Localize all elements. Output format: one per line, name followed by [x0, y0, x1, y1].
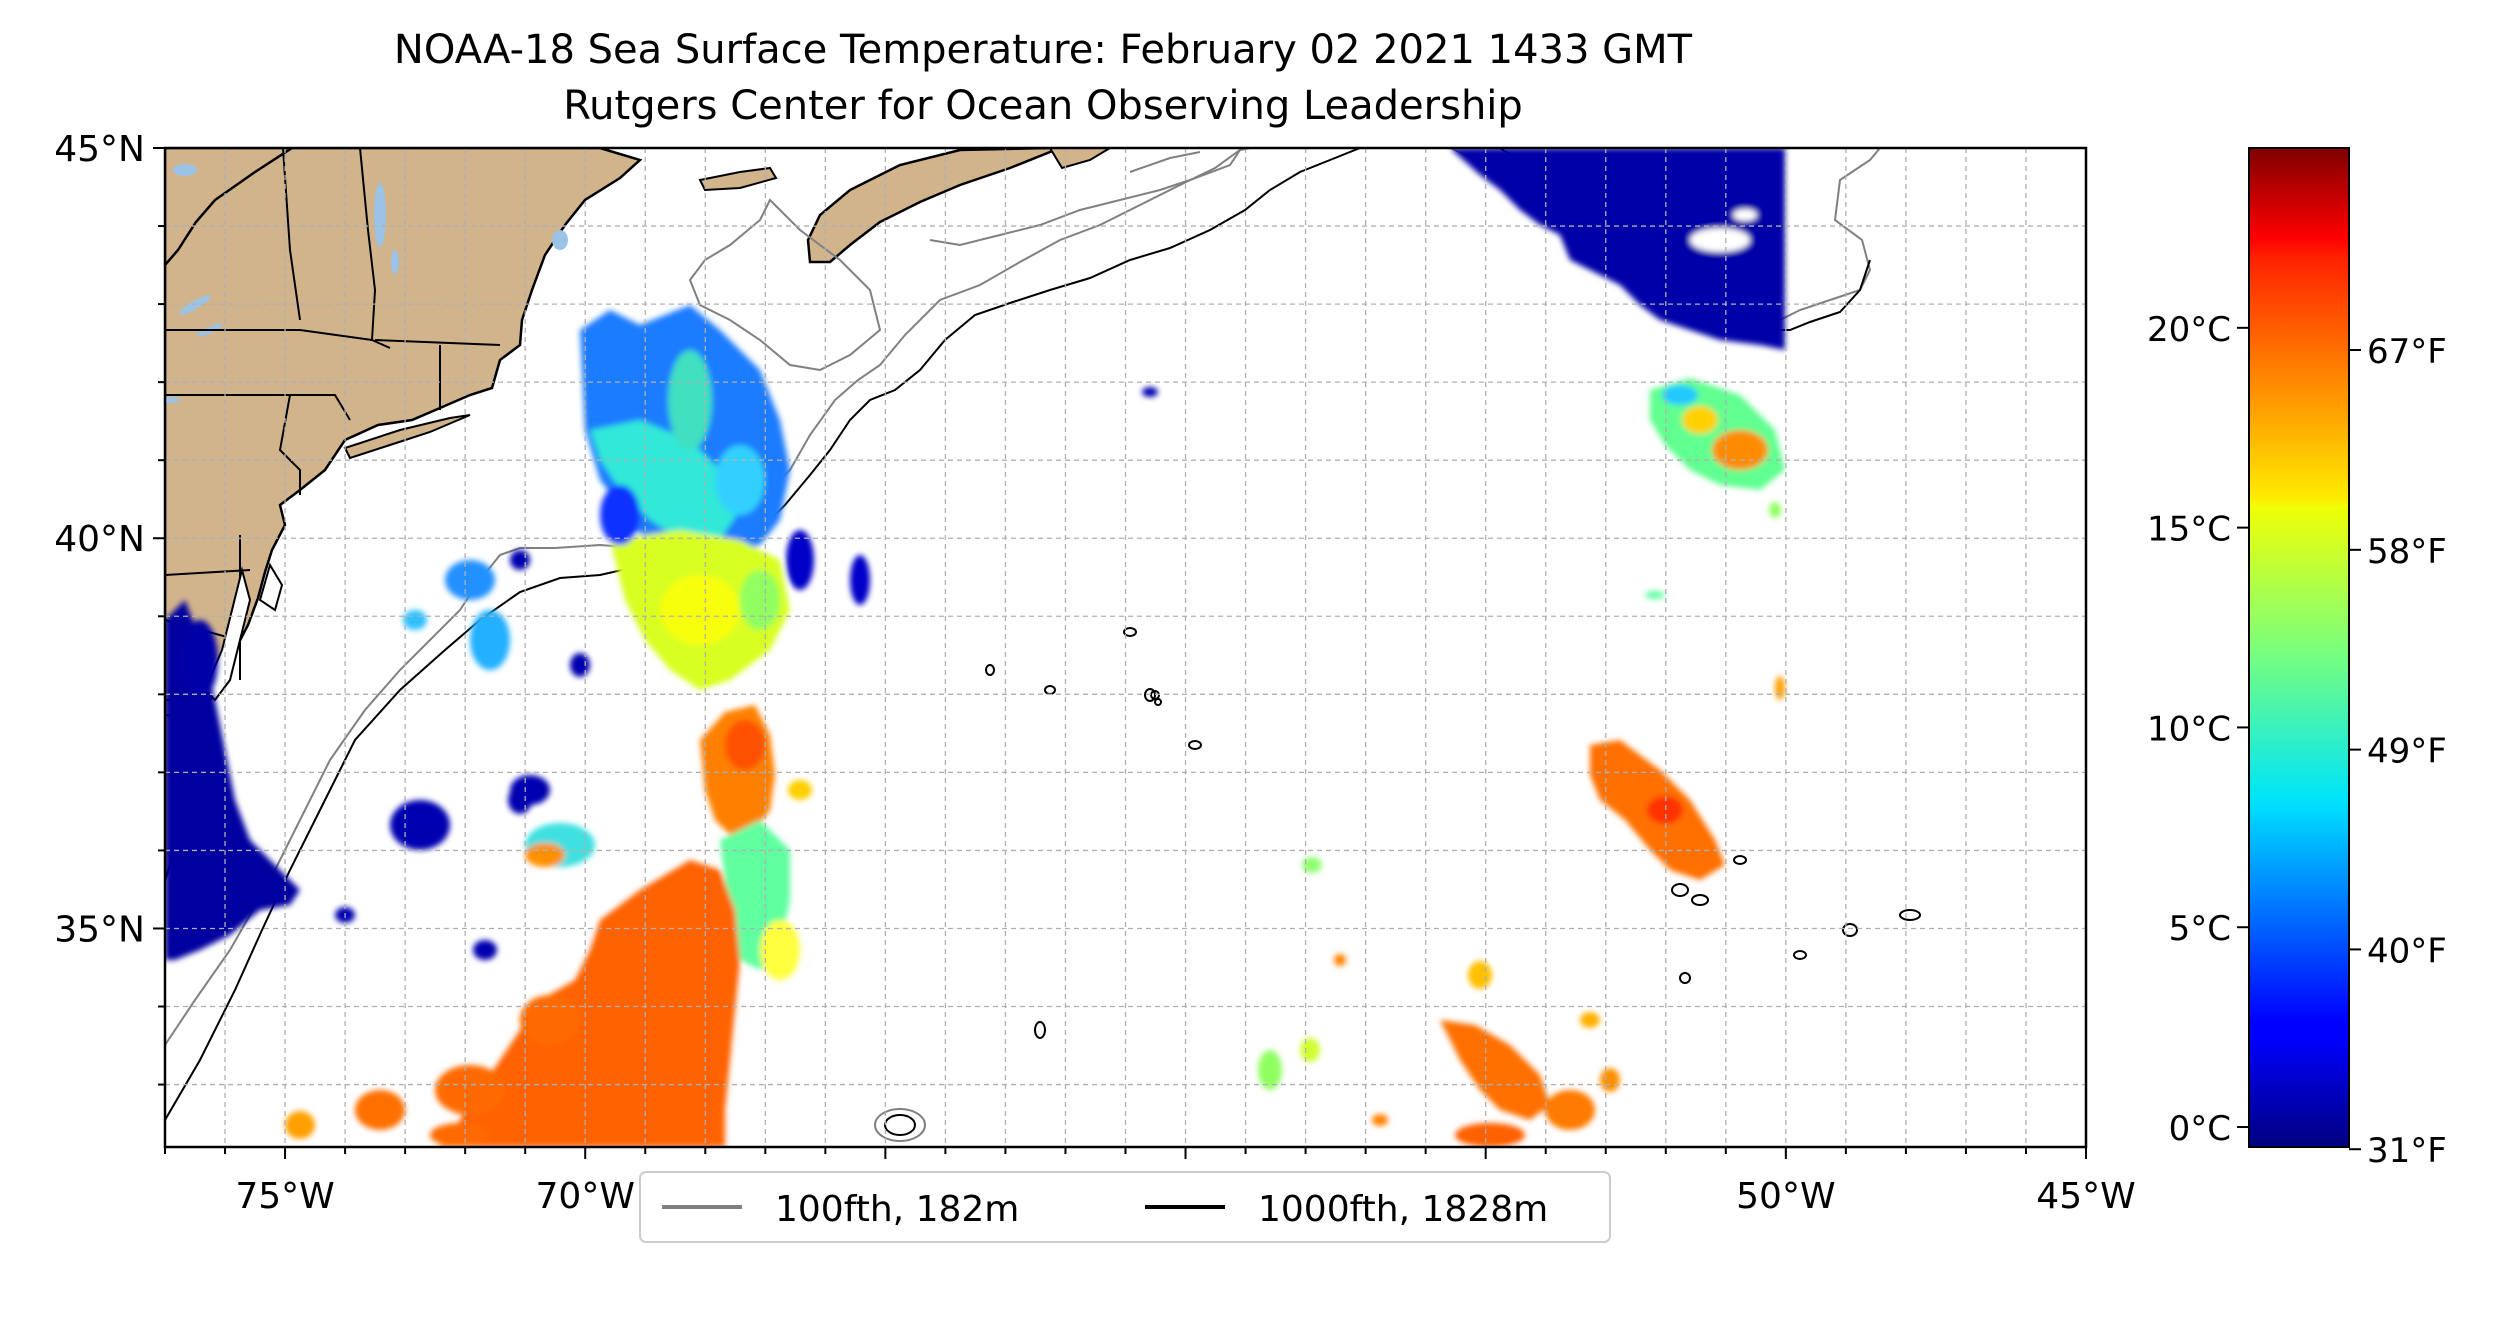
sst-georges-bank — [590, 420, 740, 540]
map-panel — [165, 148, 2086, 1147]
legend-box — [639, 1171, 1611, 1243]
sst-grand-banks — [1450, 148, 1785, 350]
colorbar-label-c: 5°C — [2169, 909, 2231, 949]
colorbar-ticks: 0°C 5°C 10°C 15°C 20°C 31°F 40°F 49°F 58°F 67°F — [2147, 310, 2447, 1171]
colorbar-label-f: 67°F — [2367, 332, 2447, 372]
sst-patches — [165, 148, 1785, 1147]
y-tick-label: 45°N — [54, 129, 145, 170]
chart-title: NOAA-18 Sea Surface Temperature: Februar… — [393, 27, 1693, 73]
legend: 100fth, 182m 1000fth, 1828m — [639, 1171, 1611, 1243]
colorbar: 0°C 5°C 10°C 15°C 20°C 31°F 40°F 49°F 58°F 67°F — [2147, 147, 2447, 1171]
y-tick-label: 40°N — [54, 519, 145, 560]
seamount-contours — [874, 627, 1921, 1142]
legend-label-1000fth: 1000fth, 1828m — [1258, 1189, 1548, 1230]
chart-subtitle: Rutgers Center for Ocean Observing Leade… — [563, 83, 1523, 129]
colorbar-gradient — [2248, 147, 2350, 1148]
x-tick-label: 50°W — [1736, 1176, 1835, 1217]
x-tick-label: 70°W — [536, 1176, 635, 1217]
map-gridlines — [165, 148, 2086, 1147]
delaware-bay — [258, 562, 284, 612]
legend-label-100fth: 100fth, 182m — [775, 1189, 1019, 1230]
colorbar-label-f: 31°F — [2367, 1131, 2447, 1171]
colorbar-label-f: 40°F — [2367, 931, 2447, 971]
sst-southeast-patch — [1440, 1020, 1550, 1120]
colorbar-label-f: 58°F — [2367, 532, 2447, 572]
colorbar-label-c: 0°C — [2169, 1109, 2231, 1149]
pei-land — [698, 166, 778, 192]
sst-gulf-stream-south — [440, 860, 740, 1147]
y-tick-label: 35°N — [54, 909, 145, 950]
contour-1000fth — [165, 148, 1361, 1121]
colorbar-label-c: 15°C — [2147, 510, 2231, 550]
colorbar-label-c: 10°C — [2147, 709, 2231, 749]
x-tick-label: 75°W — [235, 1176, 334, 1217]
x-tick-label: 45°W — [2036, 1176, 2135, 1217]
contour-100fth-inner — [688, 198, 882, 372]
colorbar-label-c: 20°C — [2147, 310, 2231, 350]
long-island — [343, 414, 471, 460]
colorbar-label-f: 49°F — [2367, 732, 2447, 772]
